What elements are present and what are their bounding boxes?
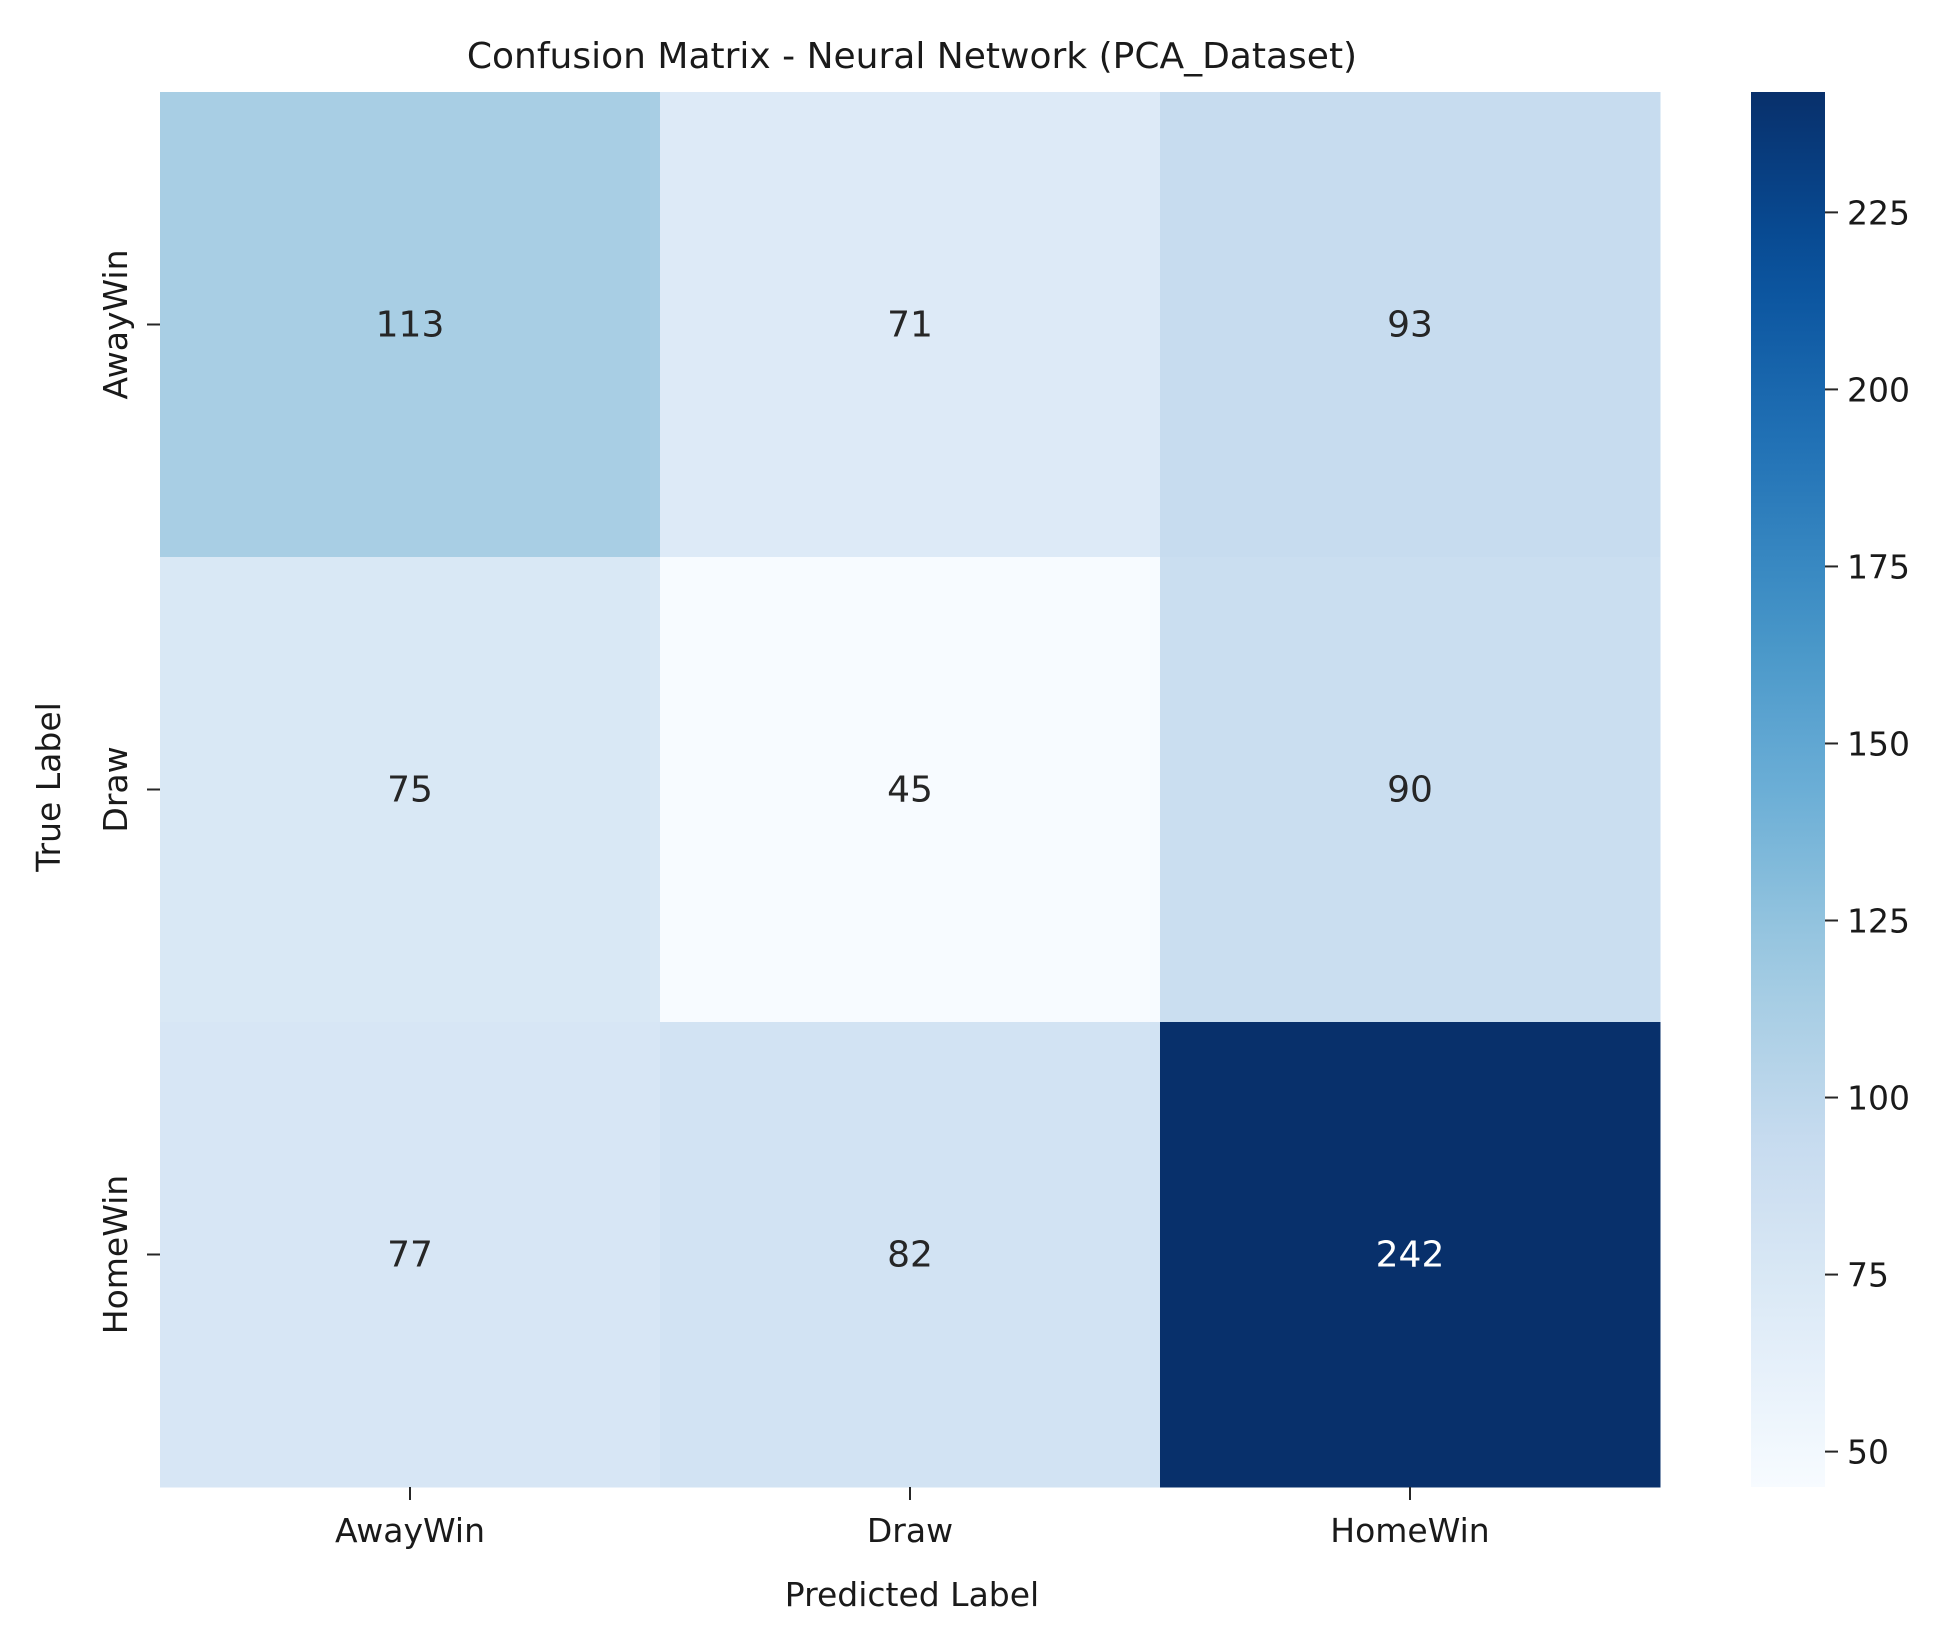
x-tick-label: AwayWin xyxy=(335,1511,485,1550)
y-tick-label: HomeWin xyxy=(96,1175,135,1334)
cell-value-label: 90 xyxy=(1387,770,1433,811)
heatmap-cells xyxy=(160,92,1661,1488)
heatmap-cell xyxy=(1160,1022,1661,1488)
y-axis-label: True Label xyxy=(29,702,68,873)
heatmap-cell-labels: 113 71 93 75 45 90 77 82 242 xyxy=(376,305,1445,1276)
cell-value-label: 77 xyxy=(387,1235,433,1276)
heatmap-cell xyxy=(660,92,1161,558)
cell-value-label: 45 xyxy=(887,770,933,811)
colorbar-tick-label: 75 xyxy=(1847,1256,1889,1295)
heatmap-cell xyxy=(660,1022,1161,1488)
cell-value-label: 71 xyxy=(887,305,933,346)
colorbar-tick-label: 125 xyxy=(1847,902,1910,941)
y-tick-label: AwayWin xyxy=(96,250,135,400)
x-tick-label: HomeWin xyxy=(1330,1511,1489,1550)
y-axis: AwayWin Draw HomeWin xyxy=(96,250,160,1334)
x-tick-label: Draw xyxy=(867,1511,953,1550)
colorbar-tick-label: 200 xyxy=(1847,370,1910,409)
cell-value-label: 82 xyxy=(887,1235,933,1276)
colorbar-tick-label: 175 xyxy=(1847,547,1910,586)
cell-value-label: 242 xyxy=(1376,1235,1445,1276)
colorbar-tick-label: 100 xyxy=(1847,1079,1910,1118)
y-tick-label: Draw xyxy=(96,746,135,832)
colorbar-tick-label: 225 xyxy=(1847,193,1910,232)
cell-value-label: 113 xyxy=(376,305,445,346)
colorbar: 50 75 100 125 150 175 200 225 xyxy=(1751,92,1910,1487)
heatmap-cell xyxy=(160,557,661,1023)
x-axis: AwayWin Draw HomeWin xyxy=(335,1487,1490,1550)
colorbar-tick-label: 50 xyxy=(1847,1433,1889,1472)
chart-title: Confusion Matrix - Neural Network (PCA_D… xyxy=(467,36,1357,77)
cell-value-label: 93 xyxy=(1387,305,1433,346)
heatmap-cell xyxy=(160,1022,661,1488)
heatmap-cell xyxy=(1160,557,1661,1023)
heatmap-cell xyxy=(1160,92,1661,558)
heatmap-cell xyxy=(160,92,661,558)
colorbar-tick-label: 150 xyxy=(1847,724,1910,763)
colorbar-gradient xyxy=(1751,92,1825,1487)
cell-value-label: 75 xyxy=(387,770,433,811)
x-axis-label: Predicted Label xyxy=(785,1575,1039,1614)
heatmap-cell xyxy=(660,557,1161,1023)
